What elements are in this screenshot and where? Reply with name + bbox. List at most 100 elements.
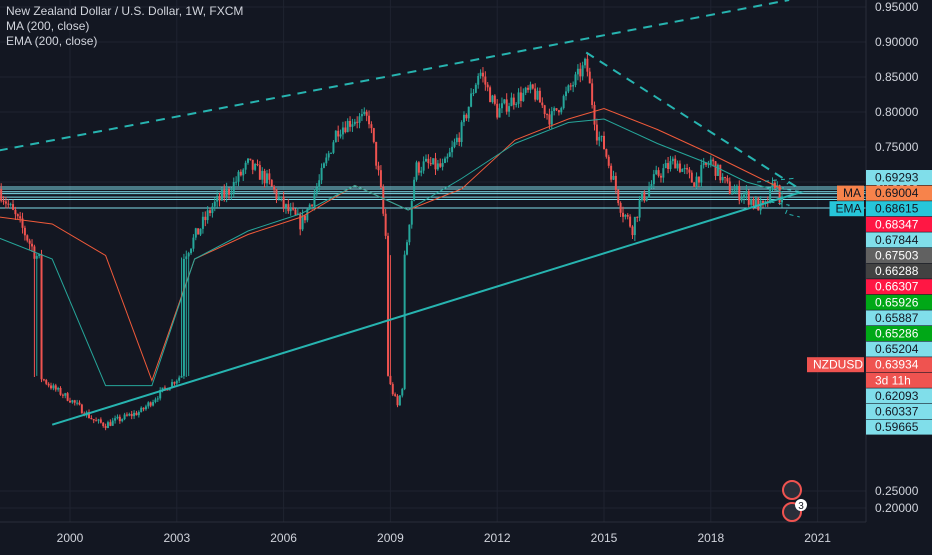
candle-body [584,58,587,66]
candle-body [415,162,418,180]
candle-body [14,209,17,215]
candle-body [778,185,781,203]
legend-title: New Zealand Dollar / U.S. Dollar, 1W, FX… [6,4,244,18]
candle-body [368,115,371,125]
candle-body [370,124,373,129]
candle-body [491,95,494,103]
candle-body [572,84,575,87]
candle-body [565,91,568,97]
candle-body [650,184,653,188]
y-tick-label: 0.25000 [875,484,919,498]
y-tick-label: 0.95000 [875,0,919,14]
candle-body [330,152,333,154]
event-badges[interactable]: 3 [782,480,807,522]
candle-body [97,419,100,421]
candle-body [605,149,608,157]
candle-body [275,189,278,200]
candle-body [273,186,276,190]
candle-body [382,187,385,214]
candle-body [688,169,691,173]
candle-body [353,121,356,125]
candle-body [182,258,185,376]
candle-body [550,111,553,125]
candle-body [479,72,482,76]
x-tick-label: 2012 [484,531,511,545]
candle-body [327,153,330,158]
candle-body [695,176,698,188]
price-label-box [866,341,932,357]
candle-body [477,75,480,85]
candle-body [377,165,380,171]
candle-body [61,394,64,396]
price-label-box [866,263,932,279]
price-label-text: 0.65926 [875,295,919,309]
candle-body [733,190,736,194]
candle-body [379,170,382,188]
candle-body [225,188,228,198]
y-tick-label: 0.75000 [875,140,919,154]
candle-body [724,176,727,179]
candle-body [555,108,558,111]
candle-body [178,377,181,381]
candle-body [474,84,477,93]
candle-body [303,215,306,221]
candle-body [54,385,57,390]
price-tag-box [807,357,864,373]
trendline[interactable] [0,0,790,152]
flag-icon[interactable] [782,480,802,500]
candle-body [500,103,503,109]
candle-body [64,393,67,396]
candle-body [681,168,684,172]
candle-body [721,176,724,181]
candle-body [595,124,598,141]
candle-body [432,158,435,165]
candle-body [299,213,302,230]
candle-body [239,171,242,176]
candle-body [740,197,743,201]
candle-body [678,163,681,172]
price-label-text: 0.68615 [875,202,919,216]
price-label-box [866,279,932,295]
candle-body [197,228,200,235]
candle-body [7,203,10,205]
candle-body [339,134,342,137]
candle-body [441,162,444,167]
candle-body [716,164,719,176]
candle-body [216,195,219,202]
x-tick-label: 2015 [591,531,618,545]
legend-ema: EMA (200, close) [6,34,98,48]
candle-body [619,203,622,213]
candle-body [325,157,328,164]
candle-body [781,196,783,203]
candle-body [220,189,223,201]
candle-body [277,197,280,200]
candle-body [427,158,430,164]
chart-legend: New Zealand Dollar / U.S. Dollar, 1W, FX… [6,4,243,49]
candle-body [498,108,501,118]
candle-body [747,191,750,205]
candle-body [351,124,354,127]
candle-body [128,413,131,416]
candle-body [23,227,26,236]
candle-body [247,158,249,163]
candle-body [398,395,401,406]
price-label-box [866,357,932,373]
candle-body [2,200,5,202]
trendline[interactable] [51,191,801,426]
candle-body [28,240,31,244]
price-label-text: 0.69004 [875,186,919,200]
candle-body [154,399,157,402]
price-label-text: 0.62093 [875,389,919,403]
candle-body [294,209,297,215]
candle-body [99,419,102,423]
candle-body [534,88,537,100]
candle-body [531,84,534,89]
candle-body [334,130,337,143]
price-label-text: 0.68347 [875,217,919,231]
candle-body [114,418,117,421]
price-label-text: 0.67503 [875,249,919,263]
trendline[interactable] [585,51,801,190]
